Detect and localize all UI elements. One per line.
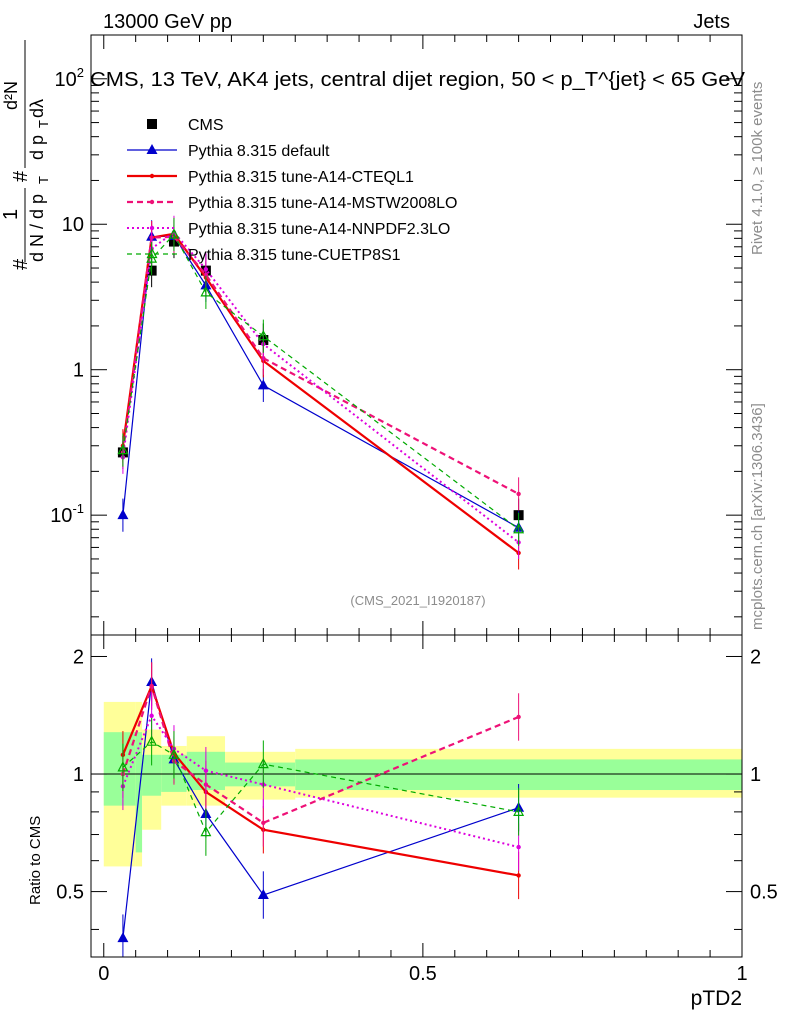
ratio-point-mstw-1: [149, 683, 154, 689]
svg-text:d²N: d²N: [1, 81, 21, 110]
main-ytick-label-1: 1: [73, 360, 84, 382]
ratio-ytick-label-left-2: 2: [73, 646, 84, 668]
legend-marker-cuetp: [146, 247, 158, 259]
ratio-line-nnpdf: [121, 713, 519, 849]
plot-title: CMS, 13 TeV, AK4 jets, central dijet reg…: [90, 69, 746, 91]
svg-text:T: T: [36, 120, 51, 128]
svg-text:1: 1: [0, 209, 22, 220]
x-axis-label: pTD2: [691, 987, 742, 1010]
ratio-plot-series: [117, 658, 525, 957]
ratio-point-mstw-4: [261, 820, 266, 826]
ratio-point-cuetp-0: [117, 761, 129, 772]
ratio-line-default: [122, 681, 519, 939]
svg-text:dλ: dλ: [27, 99, 47, 118]
series-line-default: [122, 235, 519, 529]
svg-text:#: #: [10, 170, 32, 182]
legend-marker-default: [146, 144, 158, 154]
header-left: 13000 GeV pp: [103, 11, 232, 33]
xtick-label-1: 0.5: [409, 963, 437, 985]
ratio-ytick-label-left-1: 1: [73, 764, 84, 786]
ratio-ytick-label-right-0: 0.5: [750, 882, 778, 904]
series-line-cuetp: [122, 233, 519, 530]
ratio-ytick-label-left-0: 0.5: [56, 882, 84, 904]
legend-label-cteql1: Pythia 8.315 tune-A14-CTEQL1: [188, 169, 414, 186]
point-cuetp-5: [513, 522, 525, 534]
legend-marker-cteql1: [149, 173, 155, 179]
mcplots-label: mcplots.cern.ch [arXiv:1306.3436]: [749, 403, 766, 630]
legend-label-cuetp: Pythia 8.315 tune-CUETP8S1: [188, 247, 401, 264]
legend-label-mstw: Pythia 8.315 tune-A14-MSTW2008LO: [188, 195, 457, 212]
legend-marker-cms: [147, 119, 157, 129]
legend-marker-mstw: [149, 199, 155, 205]
main-plot-series: [117, 215, 525, 570]
point-nnpdf-3: [203, 267, 209, 272]
analysis-watermark: (CMS_2021_I1920187): [350, 593, 485, 608]
legend-label-nnpdf: Pythia 8.315 tune-A14-NNPDF2.3LO: [188, 221, 450, 238]
ratio-point-cuetp-1: [146, 735, 158, 746]
xtick-label-0: 0: [98, 963, 109, 985]
point-mstw-5: [516, 491, 521, 497]
series-line-nnpdf: [121, 230, 520, 544]
ratio-point-cuetp-3: [200, 825, 212, 837]
point-cuetp-4: [257, 329, 269, 341]
main-ytick-label-0: 10-1: [50, 501, 84, 527]
legend: CMS Pythia 8.315 default Pythia 8.315 tune…: [127, 117, 457, 264]
svg-text:#: #: [10, 258, 32, 270]
rivet-label: Rivet 4.1.0, ≥ 100k events: [749, 82, 766, 255]
svg-text:d p: d p: [27, 135, 47, 160]
ratio-point-cteql1-5: [516, 873, 521, 878]
ratio-ytick-label-right-1: 1: [750, 764, 761, 786]
ratio-line-mstw: [121, 682, 520, 825]
ratio-point-mstw-5: [516, 714, 521, 720]
legend-marker-nnpdf: [149, 225, 155, 231]
point-cuetp-2: [168, 228, 180, 239]
main-ytick-label-3: 102: [55, 65, 84, 91]
legend-label-default: Pythia 8.315 default: [188, 143, 330, 160]
ratio-y-label: Ratio to CMS: [27, 816, 44, 905]
point-default-4: [257, 379, 269, 390]
xtick-label-2: 1: [736, 963, 747, 985]
svg-text:d N / d p: d N / d p: [27, 194, 47, 262]
ratio-point-cuetp-4: [257, 757, 269, 769]
ratio-frame: [90, 634, 743, 958]
svg-text:T: T: [36, 176, 51, 184]
ratio-point-nnpdf-3: [203, 768, 209, 773]
point-default-0: [117, 509, 129, 520]
header-right: Jets: [693, 11, 730, 33]
ratio-point-nnpdf-1: [149, 713, 154, 718]
ratio-ytick-label-right-2: 2: [750, 646, 761, 668]
series-line-cteql1: [121, 232, 520, 554]
ratio-point-cuetp-5: [513, 805, 525, 816]
band-inner-2: [142, 754, 162, 796]
ratio-line-cuetp: [122, 740, 519, 834]
ratio-point-default-0: [117, 932, 129, 943]
main-y-axis-label: # 1 d N / d p T # d²N d p T dλ: [0, 40, 51, 270]
main-ytick-label-2: 10: [62, 214, 84, 236]
ratio-point-cuetp-2: [168, 748, 180, 759]
ratio-point-default-4: [257, 889, 269, 900]
ratio-point-nnpdf-5: [516, 844, 521, 850]
axis-ticks: 10-1 1 10 102 0.5 0.5 1 1 2 2 0 0.5 1: [50, 34, 778, 985]
legend-label-cms: CMS: [188, 117, 224, 134]
axes-frames: [90, 34, 743, 958]
series-line-mstw: [121, 235, 520, 495]
point-cuetp-3: [200, 286, 212, 297]
point-cuetp-0: [117, 443, 129, 455]
